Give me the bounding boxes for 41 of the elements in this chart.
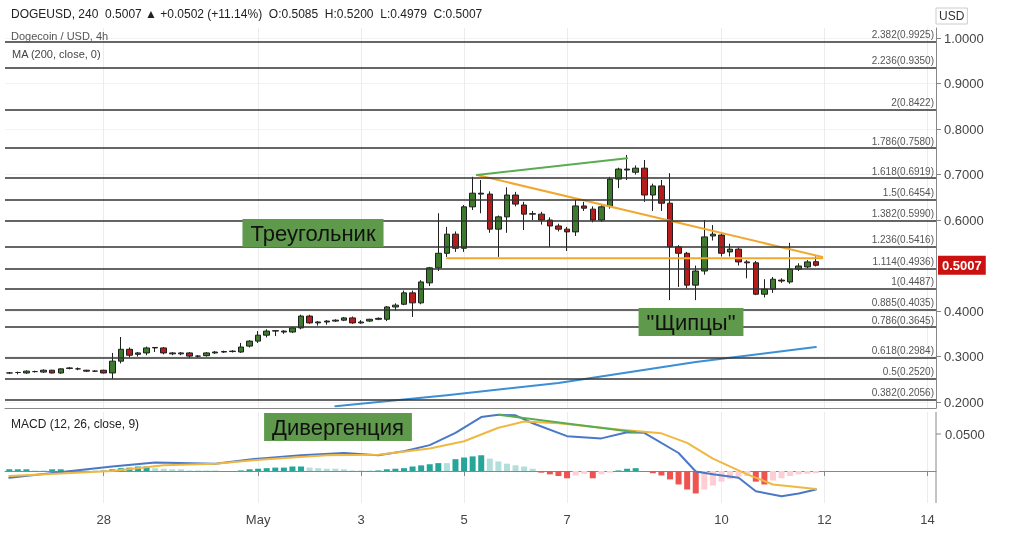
annotation: Треугольник xyxy=(250,220,376,246)
ref-line-label: 0.5(0.2520) xyxy=(882,365,934,377)
ref-line-label: 1(0.4487) xyxy=(891,276,934,288)
y-tick-label: 0.2000 xyxy=(944,394,984,410)
x-tick-label: 3 xyxy=(357,512,365,527)
x-tick-label: 12 xyxy=(817,512,832,527)
ref-line-label: 2(0.8422) xyxy=(891,97,934,109)
ref-line-label: 1.382(0.5990) xyxy=(871,208,934,219)
y-tick-label: 0.3000 xyxy=(944,349,984,365)
ref-line-label: 0.885(0.4035) xyxy=(871,296,934,308)
ref-line-label: 2.382(0.9925) xyxy=(871,28,934,40)
x-tick-label: 7 xyxy=(563,512,571,527)
ref-line-label: 1.236(0.5416) xyxy=(871,234,934,246)
annotation: "Щипцы" xyxy=(646,309,736,335)
text: 0.0500 xyxy=(945,426,985,442)
y-axis-title: USD xyxy=(939,9,965,23)
ref-line-label: 1.618(0.6919) xyxy=(871,165,934,177)
y-tick-label: 0.8000 xyxy=(944,121,984,137)
ref-line-label: 0.786(0.3645) xyxy=(871,314,934,326)
x-tick-label: 10 xyxy=(714,512,729,527)
text: 0.5007 xyxy=(942,257,982,273)
ref-line-label: 1.114(0.4936) xyxy=(872,255,934,267)
annotation: MA (200, close, 0) xyxy=(12,47,101,60)
chart-title: DOGEUSD, 240 0.5007 ▲ +0.0502 (+11.14%) O:0.5085 H:0.5200 L:0.4979 C:0.5007 xyxy=(11,7,483,21)
ref-line-label: 2.236(0.9350) xyxy=(871,55,934,67)
y-tick-label: 0.9000 xyxy=(944,76,984,92)
ref-line-label: 1.5(0.6454) xyxy=(882,186,934,198)
ref-line-label: 0.382(0.2056) xyxy=(871,387,934,399)
annotation: Дивергенция xyxy=(272,414,404,440)
ref-line-label: 0.618(0.2984) xyxy=(871,344,934,356)
y-tick-label: 0.4000 xyxy=(944,303,984,319)
x-tick-label: May xyxy=(245,512,271,527)
y-tick-label: 1.0000 xyxy=(944,30,984,46)
ref-line-label: 1.786(0.7580) xyxy=(871,135,934,147)
x-tick-label: 28 xyxy=(96,512,111,527)
x-tick-label: 14 xyxy=(920,512,935,527)
y-tick-label: 0.6000 xyxy=(944,212,984,228)
chart-subtitle: Dogecoin / USD, 4h xyxy=(11,29,109,42)
x-tick-label: 5 xyxy=(460,512,468,527)
chart-title: MACD (12, 26, close, 9) xyxy=(11,417,140,431)
y-tick-label: 0.7000 xyxy=(944,167,984,183)
